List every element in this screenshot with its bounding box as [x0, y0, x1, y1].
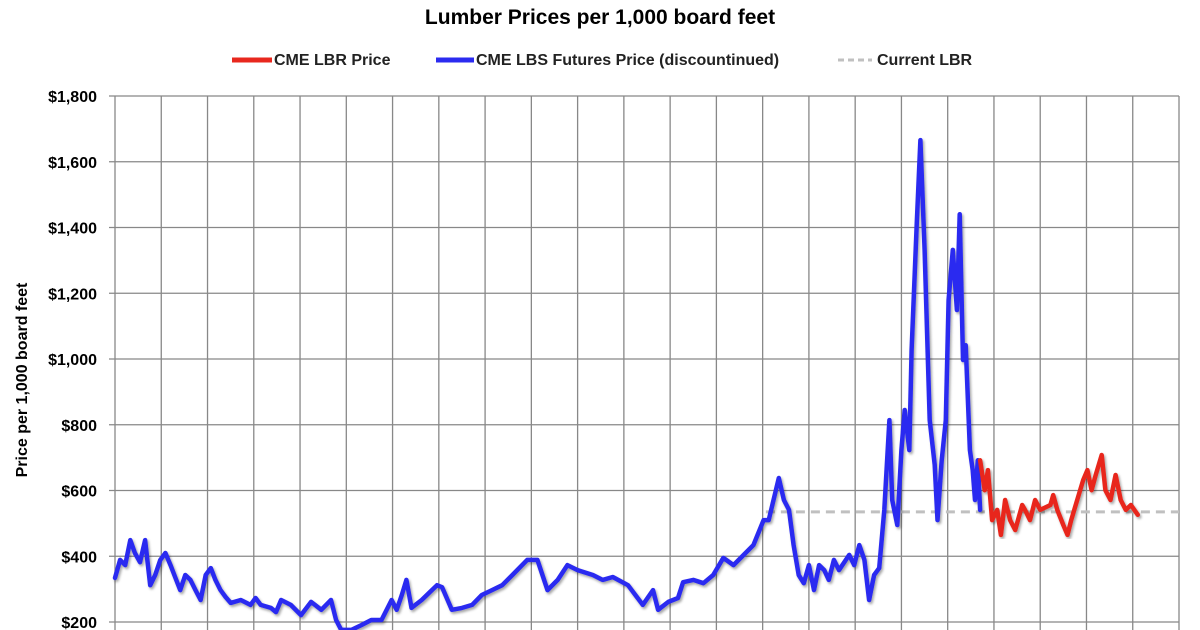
y-tick-label: $600 [61, 484, 97, 501]
gridlines [109, 95, 1180, 630]
y-tick-label: $1,400 [48, 221, 97, 238]
y-tick-label: $400 [61, 549, 97, 566]
y-tick-label: $1,000 [48, 352, 97, 369]
y-tick-labels: $200 $400 $600 $800 $1,000 $1,200 $1,400 $1,600… [48, 89, 97, 630]
y-tick-label: $1,800 [48, 89, 97, 106]
series-line-cme-lbs-futures-price-discountinued [112, 137, 983, 630]
legend-item-current-lbr: Current LBR [838, 52, 973, 69]
legend-label: CME LBS Futures Price (discountinued) [476, 52, 779, 69]
y-tick-label: $1,200 [48, 286, 97, 303]
y-tick-label: $800 [61, 418, 97, 435]
y-tick-label: $200 [61, 615, 97, 630]
legend-item-cme-lbs: CME LBS Futures Price (discountinued) [436, 52, 779, 69]
legend-label: CME LBR Price [274, 52, 391, 69]
legend-item-cme-lbr: CME LBR Price [232, 52, 391, 69]
series-lines [112, 137, 1179, 630]
y-axis-title: Price per 1,000 board feet [14, 282, 31, 477]
y-tick-label: $1,600 [48, 155, 97, 172]
legend: CME LBR Price CME LBS Futures Price (dis… [232, 52, 973, 69]
chart-title: Lumber Prices per 1,000 board feet [425, 6, 775, 29]
series-line-cme-lbr-price [977, 452, 1141, 538]
legend-label: Current LBR [877, 52, 973, 69]
